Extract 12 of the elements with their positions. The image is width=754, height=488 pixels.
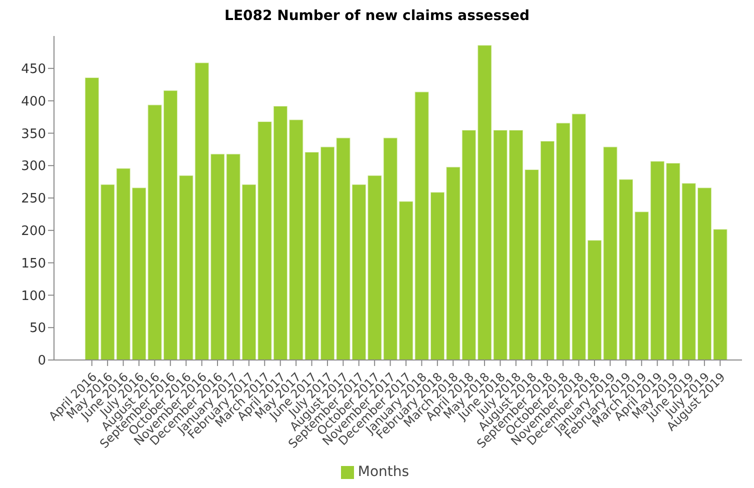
- y-tick-label: 350: [21, 126, 46, 142]
- y-tick-label: 200: [21, 224, 46, 240]
- y-tick-label: 150: [21, 256, 46, 272]
- y-tick-label: 50: [29, 321, 46, 336]
- y-tick-label: 0: [38, 354, 46, 369]
- chart-title: LE082 Number of new claims assessed: [224, 8, 530, 26]
- y-tick-label: 450: [21, 62, 46, 78]
- y-tick-label: 300: [21, 159, 46, 174]
- text: Months: [358, 464, 410, 480]
- y-tick-label: 100: [21, 288, 46, 304]
- y-tick-label: 250: [21, 192, 46, 207]
- y-tick-label: 400: [21, 94, 46, 110]
